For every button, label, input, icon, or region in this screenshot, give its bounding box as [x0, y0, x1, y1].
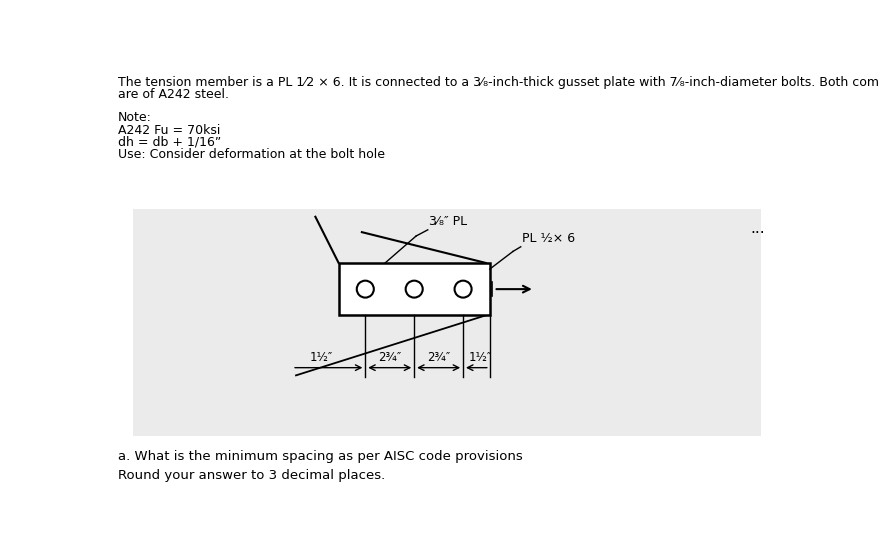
Text: A242 Fu = 70ksi: A242 Fu = 70ksi	[118, 124, 220, 137]
Text: 1½″: 1½″	[310, 351, 333, 364]
Text: Use: Consider deformation at the bolt hole: Use: Consider deformation at the bolt ho…	[118, 148, 385, 161]
Text: 2¾″: 2¾″	[427, 351, 451, 364]
Text: Round your answer to 3 decimal places.: Round your answer to 3 decimal places.	[118, 470, 385, 482]
Text: 3⁄₈″ PL: 3⁄₈″ PL	[429, 215, 467, 228]
Text: a. What is the minimum spacing as per AISC code provisions: a. What is the minimum spacing as per AI…	[118, 450, 523, 463]
Text: 1½″: 1½″	[469, 351, 492, 364]
Bar	[133, 209, 761, 436]
Text: dh = db + 1/16”: dh = db + 1/16”	[118, 136, 221, 149]
Text: 2¾″: 2¾″	[378, 351, 401, 364]
Bar	[339, 263, 490, 315]
Text: are of A242 steel.: are of A242 steel.	[118, 88, 229, 101]
Text: Note:: Note:	[118, 111, 151, 124]
Text: PL ½× 6: PL ½× 6	[523, 232, 576, 245]
Text: ...: ...	[750, 220, 765, 236]
Text: The tension member is a PL 1⁄2 × 6. It is connected to a 3⁄₈-inch-thick gusset p: The tension member is a PL 1⁄2 × 6. It i…	[118, 76, 880, 89]
